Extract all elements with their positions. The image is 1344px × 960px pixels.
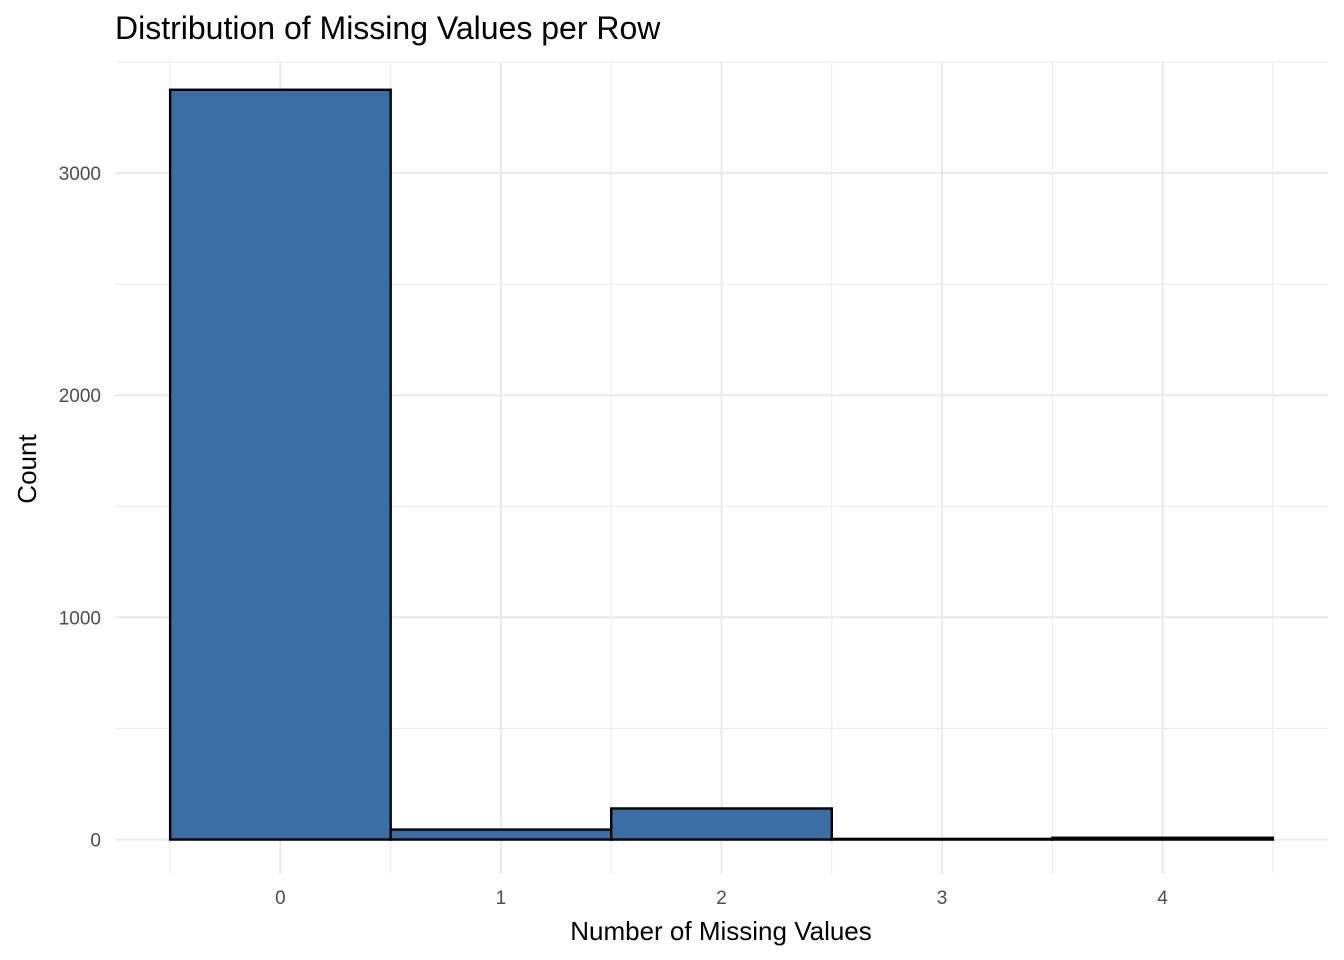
y-tick-label: 0	[90, 831, 101, 852]
x-tick-label: 0	[275, 888, 286, 909]
x-tick-label: 4	[1157, 888, 1168, 909]
x-tick-label: 3	[937, 888, 948, 909]
histogram-bar	[610, 807, 833, 841]
x-tick-label: 1	[496, 888, 507, 909]
y-axis-ticks: 0 1000 2000 3000	[59, 164, 101, 851]
x-axis-title: Number of Missing Values	[570, 916, 872, 946]
histogram-bar	[1051, 836, 1275, 841]
histogram-bar	[389, 828, 613, 841]
x-tick-label: 2	[716, 888, 727, 909]
y-tick-label: 2000	[59, 386, 101, 407]
histogram-bar	[830, 837, 1054, 841]
chart-title: Distribution of Missing Values per Row	[115, 10, 661, 46]
y-axis-title: Count	[12, 434, 42, 504]
y-tick-label: 1000	[59, 608, 101, 629]
bars	[168, 88, 1275, 841]
histogram-bar	[168, 88, 392, 841]
y-tick-label: 3000	[59, 164, 101, 185]
x-axis-ticks: 0 1 2 3 4	[275, 888, 1168, 909]
